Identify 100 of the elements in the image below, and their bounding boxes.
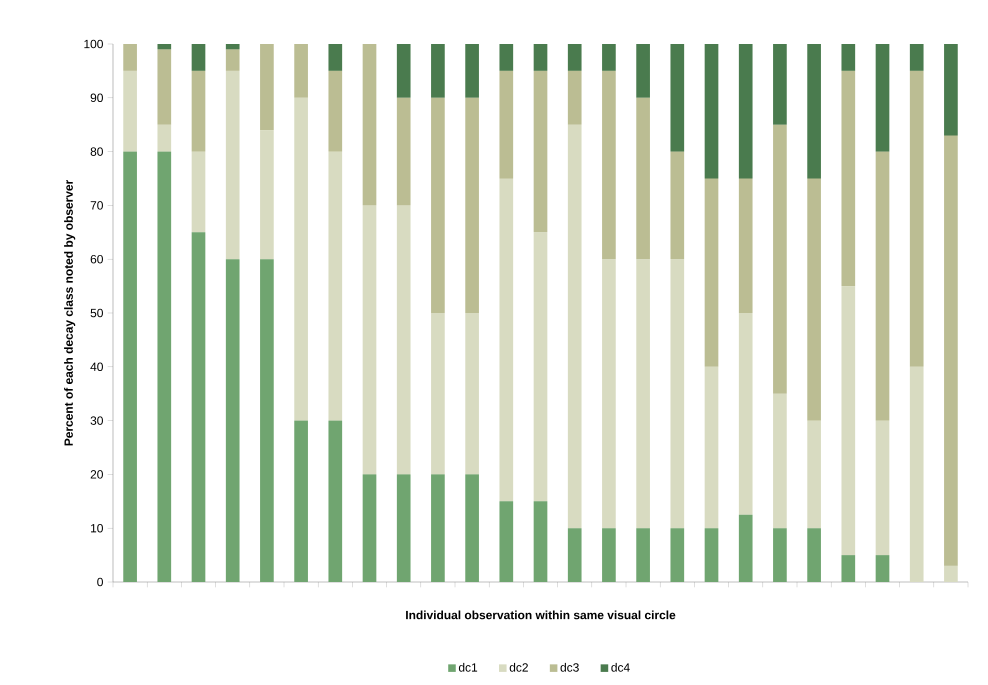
bar [704, 366, 718, 528]
y-tick-label: 80 [90, 147, 103, 156]
bar [636, 259, 650, 528]
bar [670, 259, 684, 528]
bar [328, 70, 342, 152]
bar [465, 312, 479, 474]
y-tick-label: 100 [84, 40, 103, 48]
y-tick-label: 90 [90, 94, 103, 102]
bar [192, 232, 206, 582]
bar [602, 44, 616, 71]
bar [773, 528, 787, 582]
bar [431, 44, 445, 98]
legend-label: dc4 [611, 662, 630, 672]
bar [910, 44, 924, 71]
y-tick-label: 40 [90, 362, 103, 372]
bar [465, 44, 479, 98]
bar [362, 205, 376, 474]
bar [396, 44, 411, 98]
bar [738, 44, 753, 178]
bar [670, 152, 684, 260]
bar [294, 44, 308, 98]
bar [670, 528, 684, 582]
y-tick-label: 50 [90, 308, 103, 318]
bar [876, 44, 890, 152]
bar [226, 259, 240, 582]
bar [704, 44, 718, 178]
bar [328, 420, 342, 582]
bar [465, 98, 479, 313]
bar [157, 49, 172, 125]
bar [396, 205, 411, 474]
bar [841, 555, 856, 582]
bar [807, 420, 821, 528]
legend-label: dc2 [510, 662, 528, 672]
bar [534, 70, 548, 232]
y-tick-label: 10 [91, 524, 103, 532]
bar [807, 528, 821, 582]
bar [568, 44, 582, 71]
bar [157, 124, 172, 152]
bar [910, 70, 924, 367]
bar [534, 44, 548, 71]
bar [773, 394, 787, 528]
bar [123, 44, 137, 71]
bar [192, 44, 206, 71]
bar [499, 178, 514, 502]
bar [431, 474, 445, 582]
bar [157, 152, 172, 582]
bar [602, 528, 616, 582]
bar [465, 474, 479, 582]
bar [944, 566, 958, 582]
bar [499, 70, 514, 178]
bar [328, 44, 342, 71]
bar [568, 124, 582, 528]
bar [807, 178, 821, 421]
bar [773, 124, 787, 394]
bar [294, 420, 308, 582]
bar [260, 259, 274, 582]
bar [192, 70, 206, 152]
y-tick-label: 70 [90, 201, 103, 210]
bar [568, 70, 582, 125]
bar [260, 44, 274, 130]
bar [396, 474, 411, 582]
bar [944, 44, 958, 136]
y-tick-label: 0 [97, 578, 103, 586]
bar [944, 135, 958, 566]
bar [738, 514, 753, 582]
bar [841, 286, 856, 556]
bar [226, 44, 240, 50]
bar [636, 98, 650, 260]
bar [841, 70, 856, 286]
bar [602, 70, 616, 260]
bar [499, 44, 514, 71]
bar [807, 44, 821, 178]
bar [157, 44, 172, 50]
bar [123, 152, 137, 582]
bar [636, 44, 650, 98]
bar [226, 49, 240, 71]
bar [910, 366, 924, 582]
y-tick-label: 20 [90, 470, 103, 479]
bar [841, 44, 856, 71]
bar [362, 474, 376, 582]
bar [260, 130, 274, 260]
y-tick-label: 60 [90, 254, 103, 264]
bar [534, 501, 548, 582]
legend-label: dc3 [560, 662, 579, 672]
bar [499, 501, 514, 582]
bar [362, 44, 376, 206]
bar [192, 152, 206, 232]
legend-label: dc1 [458, 662, 478, 672]
bar [294, 98, 308, 421]
bar [876, 555, 890, 582]
bar [123, 70, 137, 152]
bar [738, 178, 753, 313]
bar [568, 528, 582, 582]
bar [431, 98, 445, 313]
bar [431, 312, 445, 474]
bar [876, 420, 890, 556]
bar [704, 528, 718, 582]
bar [534, 232, 548, 502]
bar [602, 259, 616, 528]
bar [773, 44, 787, 125]
